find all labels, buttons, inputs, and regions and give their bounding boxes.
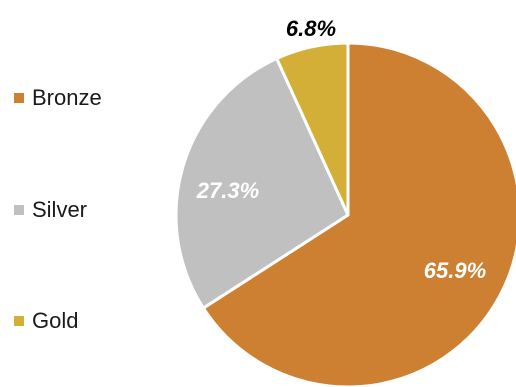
pie-slice-bronze [201, 41, 516, 387]
legend-item-silver: Silver [14, 195, 87, 225]
data-label-silver: 27.3% [196, 178, 259, 203]
pie-slice-gold [275, 41, 350, 217]
legend-swatch-bronze [14, 93, 24, 103]
legend-swatch-silver [14, 205, 24, 215]
legend-label-silver: Silver [32, 197, 88, 222]
legend-label-bronze: Bronze [32, 85, 102, 110]
legend-item-bronze: Bronze [14, 83, 102, 113]
legend-swatch-gold [14, 316, 24, 326]
data-label-bronze: 65.9% [424, 258, 486, 283]
legend-item-gold: Gold [14, 306, 78, 336]
data-label-gold: 6.8% [286, 16, 336, 41]
legend-label-gold: Gold [32, 308, 79, 333]
legend: Bronze Silver Gold [14, 0, 174, 387]
